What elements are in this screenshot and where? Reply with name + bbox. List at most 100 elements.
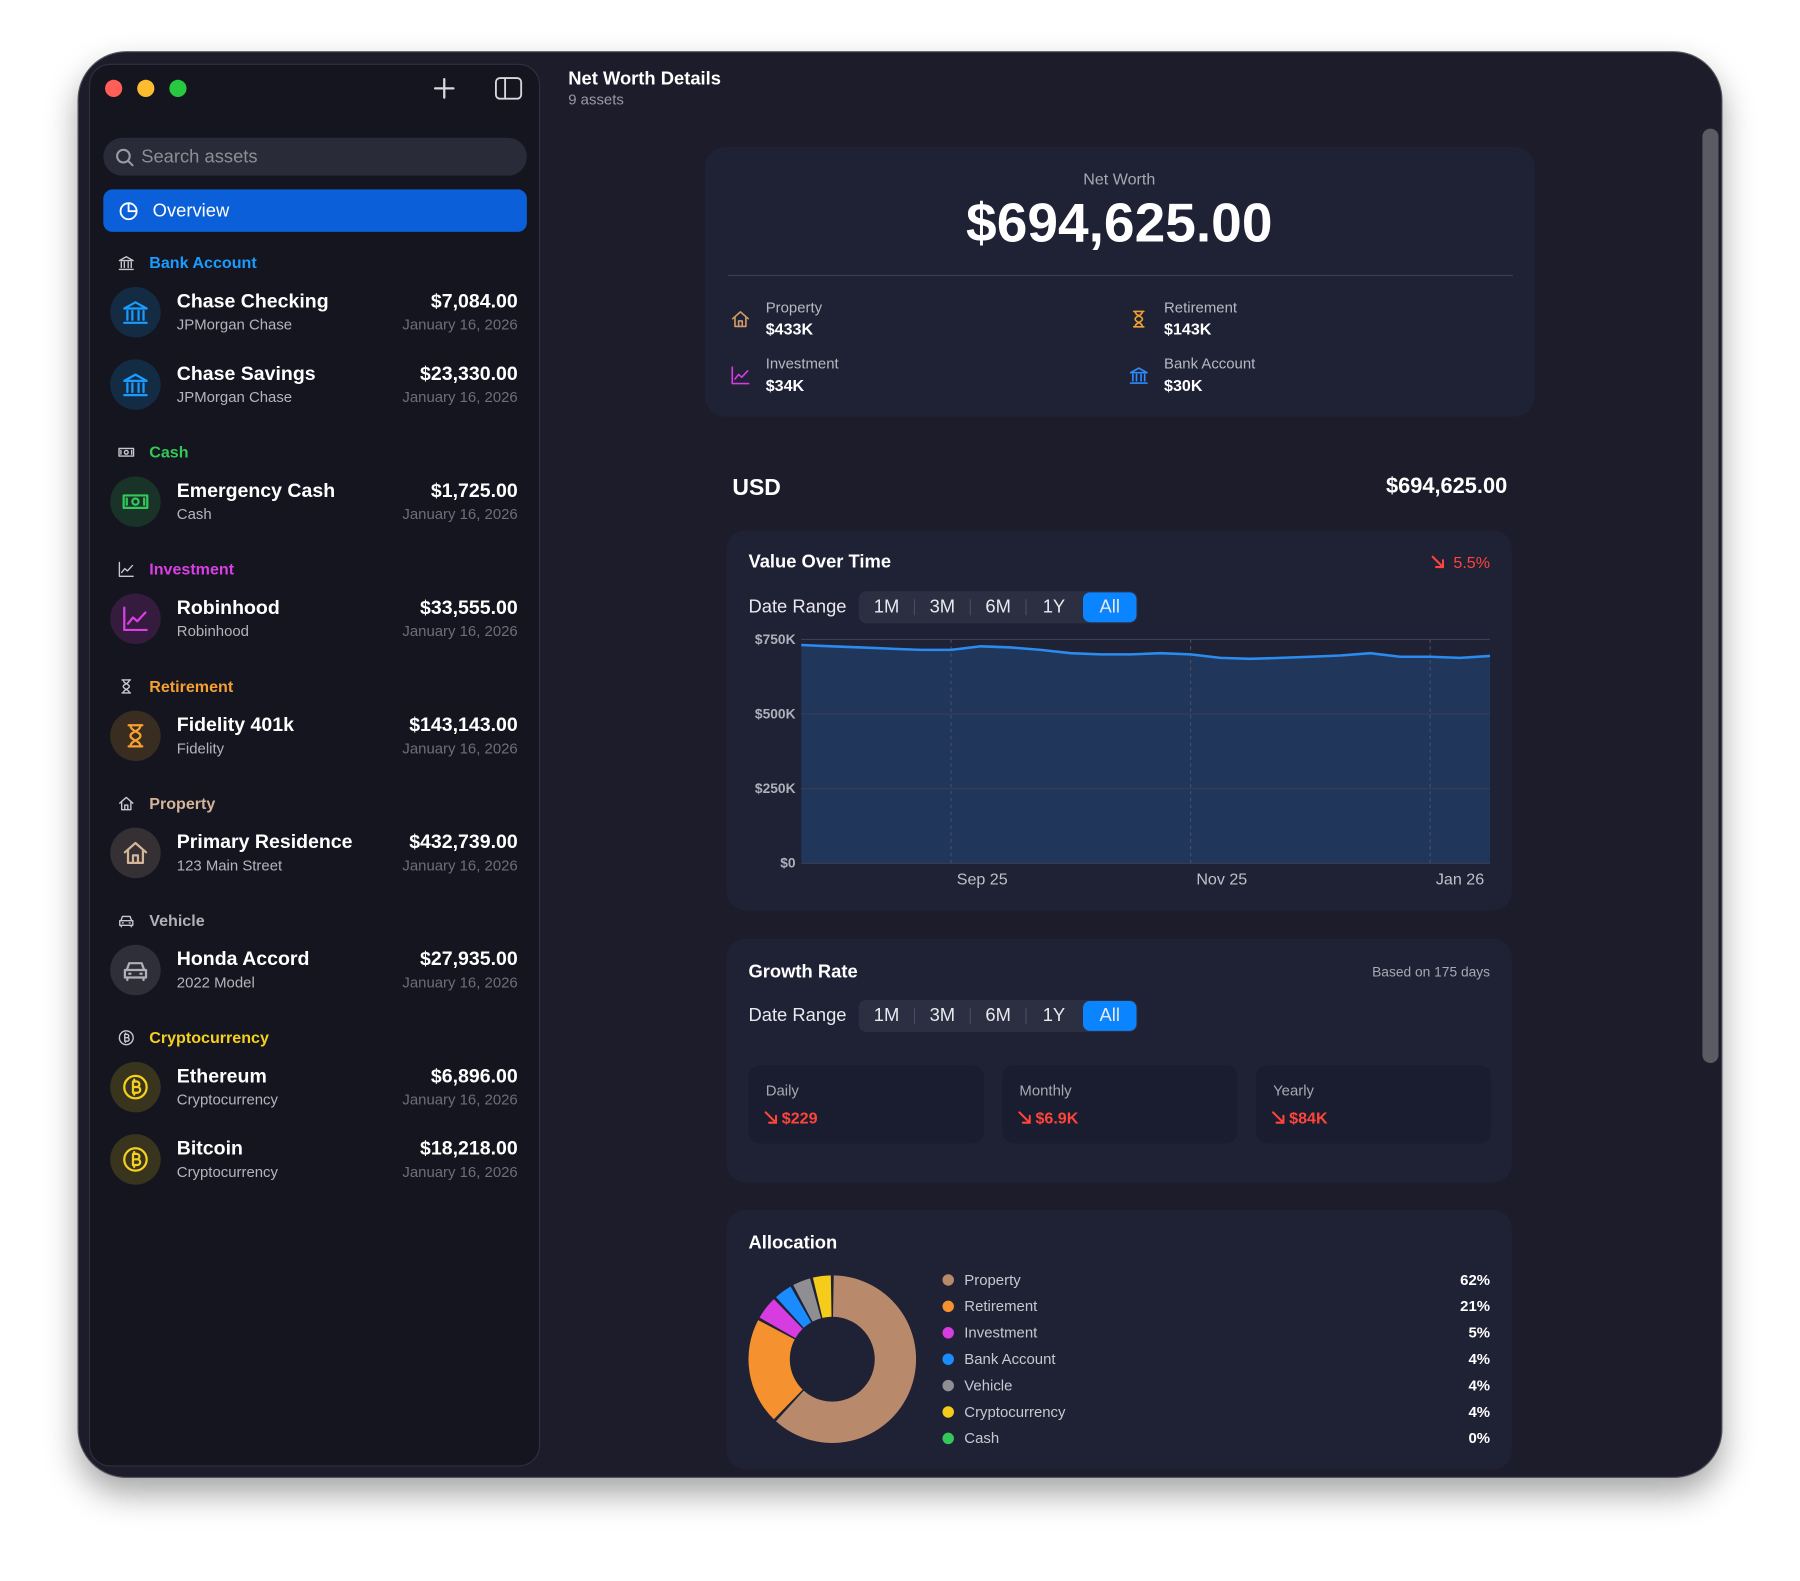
- legend-label: Cryptocurrency: [964, 1403, 1066, 1421]
- pie-slice: [793, 1278, 821, 1322]
- icon-stroke: [734, 370, 749, 380]
- icon-stroke: [124, 1032, 130, 1044]
- legend-dot: [942, 1406, 954, 1418]
- traffic-light[interactable]: [169, 79, 187, 98]
- value-label: 4%: [1468, 1350, 1491, 1368]
- asset-subtitle: Fidelity: [176, 739, 225, 757]
- legend-dot: [942, 1327, 954, 1339]
- asset-subtitle: 123 Main Street: [176, 856, 283, 874]
- icon: [118, 447, 135, 457]
- sidebar: [88, 63, 541, 1467]
- add-button[interactable]: [433, 78, 455, 99]
- icon-stroke: [122, 679, 131, 694]
- segment-label: 3M: [929, 597, 956, 617]
- asset-subtitle: JPMorgan Chase: [176, 315, 293, 334]
- icon-stroke: [119, 796, 134, 804]
- asset-subtitle: 2022 Model: [176, 973, 255, 991]
- asset-name: Chase Checking: [176, 290, 329, 313]
- value-label: 5%: [1468, 1323, 1491, 1342]
- metric-value: $6.9K: [1035, 1108, 1079, 1127]
- asset-date: January 16, 2026: [402, 1090, 518, 1109]
- icon-stroke: [1129, 367, 1148, 374]
- growth-note: Based on 175 days: [1372, 964, 1491, 981]
- legend-label: Bank Account: [964, 1350, 1056, 1368]
- card-title: Allocation: [748, 1233, 838, 1253]
- group-header: Cryptocurrency: [149, 1028, 269, 1047]
- icon-stroke: [120, 261, 132, 269]
- segment-selected[interactable]: [1082, 592, 1137, 623]
- icon-stroke: [129, 724, 142, 748]
- icon-stroke: [120, 915, 133, 922]
- asset-name: Chase Savings: [176, 362, 316, 385]
- asset-date: January 16, 2026: [402, 388, 518, 406]
- group-header: Vehicle: [149, 911, 205, 930]
- icon-stroke: [122, 679, 131, 694]
- asset-value: $432,739.00: [409, 830, 518, 853]
- asset-name: Emergency Cash: [176, 479, 336, 502]
- icon: [123, 841, 148, 865]
- trend-arrow: [1272, 1111, 1285, 1124]
- icon: [119, 915, 134, 928]
- line: [801, 643, 1491, 661]
- currency-total: $694,625.00: [1385, 474, 1508, 499]
- asset-date: January 16, 2026: [402, 505, 518, 523]
- breakdown-label: Property: [765, 298, 823, 316]
- asset-icon-bg: [110, 476, 161, 527]
- asset-icon-bg: [110, 359, 161, 410]
- asset-value: $33,555.00: [420, 596, 518, 619]
- asset-subtitle: Cryptocurrency: [176, 1163, 278, 1181]
- icon: [1129, 367, 1148, 384]
- icon-stroke: [120, 449, 133, 455]
- asset-date: January 16, 2026: [402, 973, 518, 991]
- search-field[interactable]: [103, 137, 527, 176]
- legend-label: Retirement: [964, 1297, 1038, 1315]
- asset-name: Honda Accord: [176, 947, 310, 970]
- asset-icon-bg: [110, 710, 161, 762]
- asset-date: January 16, 2026: [402, 739, 518, 757]
- date-range-label: Date Range: [748, 597, 847, 617]
- breakdown-value: $34K: [765, 376, 805, 395]
- pie-slice: [775, 1275, 917, 1443]
- icon: [122, 494, 149, 509]
- segment-label: 3M: [929, 1006, 956, 1026]
- icon-stroke: [118, 561, 134, 577]
- asset-value: $143,143.00: [409, 713, 518, 736]
- icon-stroke: [131, 1150, 142, 1169]
- icon-stroke: [125, 497, 146, 506]
- breakdown-value: $143K: [1164, 319, 1212, 339]
- icon-stroke: [118, 447, 135, 457]
- value-label: 62%: [1460, 1271, 1491, 1289]
- icon: [731, 366, 750, 385]
- traffic-light[interactable]: [105, 79, 123, 98]
- overview-label: Overview: [152, 201, 230, 221]
- asset-date: January 16, 2026: [402, 856, 518, 874]
- icon-stroke: [1134, 310, 1144, 328]
- overview-button[interactable]: [103, 189, 527, 232]
- segmented-control: [858, 591, 1138, 624]
- icon-stroke: [123, 968, 148, 979]
- icon: [118, 561, 134, 577]
- icon-stroke: [131, 497, 140, 506]
- allocation-card: [726, 1209, 1512, 1470]
- asset-name: Ethereum: [176, 1065, 267, 1087]
- legend-dot: [942, 1432, 954, 1445]
- metric-card: [1255, 1065, 1492, 1144]
- y-tick-label: $500K: [754, 705, 796, 722]
- sidebar-toggle[interactable]: [494, 77, 523, 100]
- net-worth-value: $694,625.00: [966, 193, 1273, 254]
- metric-label: Daily: [765, 1081, 799, 1099]
- icon-stroke: [123, 301, 148, 310]
- y-tick-label: $0: [780, 855, 796, 872]
- asset-value: $18,218.00: [420, 1137, 518, 1160]
- group-header: Property: [149, 793, 216, 813]
- icon-stroke: [118, 256, 134, 262]
- traffic-light[interactable]: [137, 79, 155, 98]
- legend-dot: [942, 1353, 954, 1365]
- icon: [123, 606, 148, 632]
- currency-code: USD: [732, 475, 781, 501]
- group-header: Bank Account: [149, 253, 257, 272]
- segment-selected[interactable]: [1082, 1001, 1137, 1031]
- icon: [127, 724, 144, 748]
- pie-slice: [759, 1299, 803, 1339]
- icon-stroke: [129, 724, 142, 748]
